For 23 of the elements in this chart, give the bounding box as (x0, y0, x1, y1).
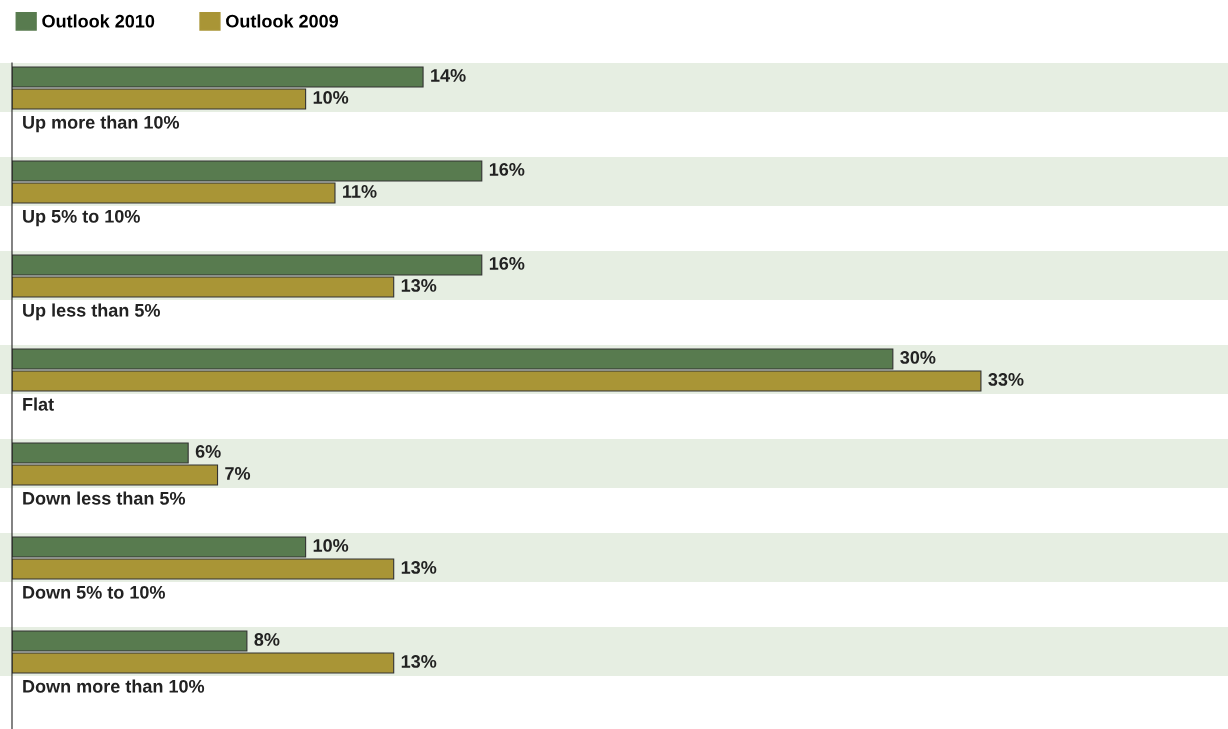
legend-label: Outlook 2009 (226, 14, 339, 28)
data-label: 6% (195, 445, 221, 458)
y-tick-label: Flat (23, 397, 54, 411)
data-label: 13% (401, 279, 437, 292)
y-tick-label: Down more than 10% (23, 679, 205, 693)
y-tick-label: Down less than 5% (23, 491, 186, 505)
legend-label: Outlook 2010 (42, 14, 155, 28)
data-label: 7% (225, 467, 251, 480)
data-label: 30% (900, 351, 936, 364)
data-label: 10% (313, 91, 349, 104)
y-tick-label: Up less than 5% (23, 303, 160, 321)
data-label: 8% (254, 633, 280, 646)
data-label: 10% (313, 539, 349, 552)
y-tick-label: Down 5% to 10% (23, 585, 165, 599)
y-tick-label: Up 5% to 10% (23, 209, 140, 227)
y-tick-label: Up more than 10% (23, 115, 180, 133)
data-label: 11% (343, 185, 377, 198)
data-label: 33% (988, 373, 1024, 386)
data-label: 16% (489, 257, 525, 270)
data-label: 13% (401, 655, 437, 668)
data-label: 14% (431, 69, 466, 82)
data-label: 16% (489, 163, 525, 176)
data-label: 13% (401, 561, 437, 574)
